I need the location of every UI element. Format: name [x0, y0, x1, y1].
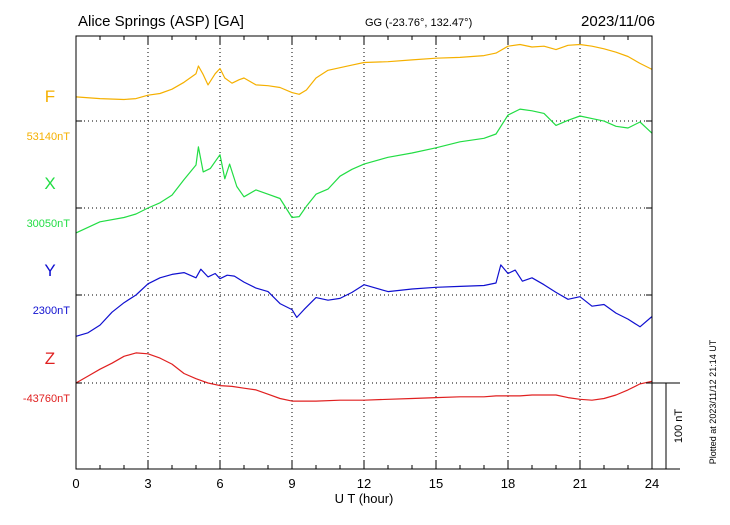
series-name-y: Y: [44, 261, 55, 280]
series-line-z: [75, 352, 653, 402]
series-baseline-y: 2300nT: [33, 305, 71, 317]
series-line-x: [75, 108, 653, 234]
x-tick-label: 9: [288, 476, 295, 491]
x-tick-label: 18: [501, 476, 515, 491]
x-tick-label: 6: [216, 476, 223, 491]
x-tick-label: 24: [645, 476, 659, 491]
series-line-y: [75, 264, 653, 337]
series-name-f: F: [45, 87, 55, 106]
x-axis-title: U T (hour): [335, 491, 394, 506]
series-line-f: [75, 43, 653, 101]
plotted-timestamp: Plotted at 2023/11/12 21:14 UT: [708, 339, 718, 464]
grid: [76, 36, 652, 469]
x-tick-label: 0: [72, 476, 79, 491]
series-name-x: X: [44, 174, 55, 193]
series-name-z: Z: [45, 349, 55, 368]
series-baseline-z: -43760nT: [23, 393, 70, 405]
x-tick-label: 21: [573, 476, 587, 491]
x-ticks: 0 3 6 9 12 15 18 21 24: [72, 36, 659, 491]
x-tick-label: 15: [429, 476, 443, 491]
series-baseline-f: 53140nT: [27, 131, 71, 143]
station-title: Alice Springs (ASP) [GA]: [78, 13, 244, 30]
x-tick-label: 12: [357, 476, 371, 491]
coords-label: GG (-23.76°, 132.47°): [365, 17, 472, 29]
x-tick-label: 3: [144, 476, 151, 491]
series-labels: F 53140nT X 30050nT Y 2300nT Z -43760nT: [23, 87, 70, 405]
series-lines: [75, 43, 653, 402]
scale-bar: 100 nT: [652, 382, 685, 470]
date-label: 2023/11/06: [581, 13, 655, 30]
series-baseline-x: 30050nT: [27, 218, 71, 230]
scale-bar-label: 100 nT: [673, 409, 685, 444]
